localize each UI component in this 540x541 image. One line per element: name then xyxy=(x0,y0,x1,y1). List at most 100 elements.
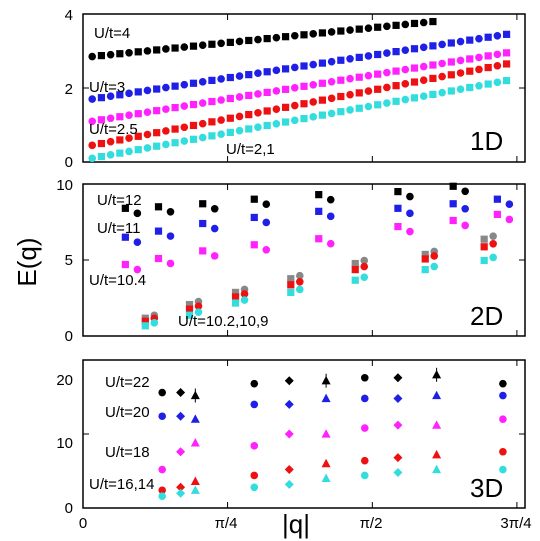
point-1d-4-30 xyxy=(364,102,373,111)
point-1d-4-19 xyxy=(263,121,271,130)
point-2d-5-1-sq xyxy=(185,311,194,319)
point-1d-4-41 xyxy=(466,83,474,92)
point-1d-3-15 xyxy=(226,114,234,122)
point-1d-2-29 xyxy=(355,73,363,81)
point-2d-2-3-sq xyxy=(250,241,258,249)
point-1d-1-0 xyxy=(88,95,97,103)
point-1d-4-0 xyxy=(88,154,97,163)
point-1d-3-31 xyxy=(374,85,382,93)
point-1d-3-2 xyxy=(106,137,115,146)
point-1d-3-24 xyxy=(309,98,318,106)
ytick-3d-1: 10 xyxy=(56,435,73,452)
point-1d-4-37 xyxy=(429,90,437,99)
dimension-label-1d: 1D xyxy=(470,126,503,156)
point-1d-1-32 xyxy=(383,49,391,57)
point-1d-3-40 xyxy=(456,69,465,77)
point-1d-3-32 xyxy=(383,83,391,92)
point-1d-0-12 xyxy=(198,41,207,50)
point-1d-3-43 xyxy=(484,63,492,72)
ytick-2d-1: 5 xyxy=(65,252,73,269)
point-1d-1-20 xyxy=(272,66,281,75)
point-1d-4-21 xyxy=(281,118,290,126)
point-2d-1-5-sq xyxy=(394,204,402,212)
point-1d-1-37 xyxy=(429,42,437,50)
point-1d-1-7 xyxy=(153,85,161,93)
point-3d-2-8 xyxy=(432,420,442,429)
point-3d-3-1 xyxy=(176,482,186,492)
point-3d-2-1 xyxy=(176,447,186,457)
point-3d-0-3 xyxy=(250,379,259,388)
point-1d-1-2 xyxy=(106,92,115,101)
point-1d-1-16 xyxy=(235,72,244,80)
ytick-3d-2: 20 xyxy=(56,372,73,389)
point-1d-0-5 xyxy=(134,48,142,56)
point-1d-2-39 xyxy=(447,58,455,66)
xtick-3: 3π/4 xyxy=(500,515,531,532)
point-2d-5-3-c xyxy=(295,285,304,294)
dimension-label-3d: 3D xyxy=(470,473,503,503)
point-1d-0-6 xyxy=(143,47,152,55)
point-3d-4-7 xyxy=(393,467,403,477)
point-1d-3-7 xyxy=(153,129,161,137)
point-2d-0-4-sq xyxy=(315,191,323,199)
ytick-3d-0: 0 xyxy=(65,500,73,517)
point-1d-3-6 xyxy=(143,130,152,139)
point-2d-1-2-sq xyxy=(199,219,207,228)
point-2d-3-2-sq xyxy=(231,288,240,296)
point-1d-0-28 xyxy=(346,26,354,34)
point-3d-4-6 xyxy=(360,471,369,480)
point-1d-1-34 xyxy=(401,46,410,54)
point-2d-0-3-c xyxy=(262,200,271,208)
point-1d-4-3 xyxy=(116,149,124,157)
point-2d-5-1-c xyxy=(194,308,203,317)
point-1d-4-9 xyxy=(171,139,179,147)
point-1d-2-23 xyxy=(300,82,308,90)
y-axis-title: E(q) xyxy=(12,237,42,286)
point-2d-5-4-sq xyxy=(351,276,359,284)
point-2d-0-1-sq xyxy=(154,203,163,211)
point-1d-1-27 xyxy=(337,56,345,64)
point-2d-2-3-c xyxy=(262,246,271,254)
point-3d-3-3 xyxy=(250,471,259,480)
point-2d-2-7-c xyxy=(505,215,514,224)
point-2d-2-4-c xyxy=(326,239,335,248)
point-1d-4-22 xyxy=(290,116,299,125)
point-2d-4-3-c xyxy=(295,278,304,286)
point-1d-0-18 xyxy=(254,35,262,44)
label-2d-u104: U/t=10.4 xyxy=(89,272,146,289)
point-2d-1-6-c xyxy=(461,204,469,213)
point-1d-0-20 xyxy=(272,33,281,42)
point-2d-5-6-sq xyxy=(480,256,488,265)
point-1d-1-9 xyxy=(171,82,179,90)
point-1d-2-37 xyxy=(429,61,437,69)
point-1d-2-19 xyxy=(263,88,271,96)
point-1d-2-24 xyxy=(309,80,318,89)
point-1d-3-14 xyxy=(217,116,225,124)
point-1d-1-8 xyxy=(162,83,170,92)
point-1d-0-17 xyxy=(245,36,253,45)
label-1d-u3: U/t=3 xyxy=(89,79,125,96)
point-1d-2-20 xyxy=(272,87,281,95)
point-2d-2-1-c xyxy=(166,259,175,268)
point-2d-2-5-sq xyxy=(394,222,402,231)
point-1d-0-31 xyxy=(374,23,382,31)
x-axis-title: |q| xyxy=(282,509,310,539)
point-2d-1-2-c xyxy=(210,224,219,233)
point-3d-1-0 xyxy=(158,412,166,421)
point-3d-4-8 xyxy=(432,464,442,474)
point-1d-3-25 xyxy=(318,96,327,104)
point-1d-4-16 xyxy=(235,126,244,135)
point-1d-3-22 xyxy=(290,101,299,110)
point-1d-3-33 xyxy=(392,82,400,90)
point-1d-1-31 xyxy=(374,50,382,59)
point-2d-1-7-sq xyxy=(493,195,501,203)
point-1d-2-15 xyxy=(226,94,234,103)
point-2d-0-1-c xyxy=(166,208,175,216)
label-1d-u4: U/t=4 xyxy=(94,25,130,42)
point-1d-1-43 xyxy=(484,33,492,41)
point-3d-4-3 xyxy=(250,483,259,492)
point-3d-1-1 xyxy=(176,411,186,421)
point-3d-2-7 xyxy=(393,420,403,430)
point-3d-4-2 xyxy=(190,485,200,494)
point-1d-3-3 xyxy=(116,136,124,144)
